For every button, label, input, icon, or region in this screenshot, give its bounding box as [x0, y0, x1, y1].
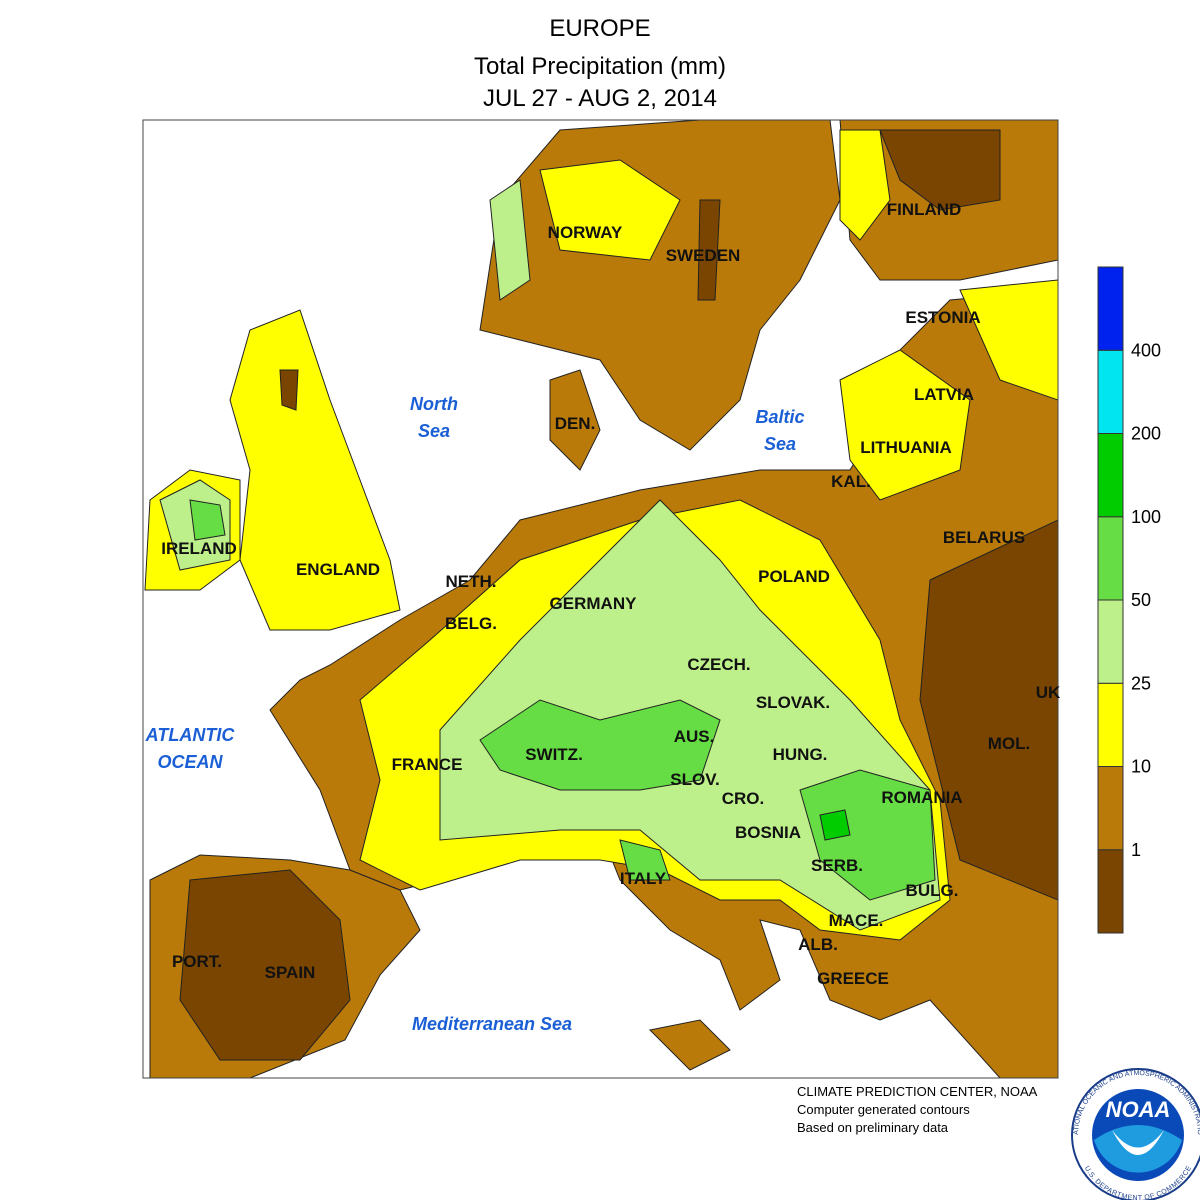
- legend-label: 100: [1131, 507, 1161, 527]
- country-label: MACE.: [829, 911, 884, 930]
- country-label: GREECE: [817, 969, 889, 988]
- labels: NORWAY SWEDEN FINLAND ESTONIA LATVIA LITHUANI…: [145, 200, 1061, 1034]
- sea-label: North: [410, 394, 458, 414]
- map: [143, 120, 1058, 1078]
- country-label: BOSNIA: [735, 823, 801, 842]
- country-label: SERB.: [811, 856, 863, 875]
- country-label: HUNG.: [773, 745, 828, 764]
- country-label: SLOVAK.: [756, 693, 830, 712]
- legend-swatch: [1097, 766, 1124, 851]
- country-label: SWEDEN: [666, 246, 741, 265]
- legend-swatch: [1097, 599, 1124, 684]
- country-label: FRANCE: [392, 755, 463, 774]
- legend-swatch: [1097, 682, 1124, 767]
- sea-label: Sea: [418, 421, 450, 441]
- title-line: Total Precipitation (mm): [474, 53, 726, 80]
- country-label: AUS.: [674, 727, 715, 746]
- sea-label: Baltic: [755, 407, 804, 427]
- country-label: KAL.: [831, 472, 871, 491]
- sea-label: OCEAN: [157, 752, 223, 772]
- country-label: NORWAY: [548, 223, 623, 242]
- country-label: ENGLAND: [296, 560, 380, 579]
- country-label: ROMANIA: [881, 788, 962, 807]
- country-label: ITALY: [620, 869, 667, 888]
- footer-line: Based on preliminary data: [797, 1120, 949, 1135]
- sea-label: Sea: [764, 434, 796, 454]
- legend-label: 25: [1131, 673, 1151, 693]
- legend-label: 10: [1131, 757, 1151, 777]
- country-label: ESTONIA: [905, 308, 980, 327]
- country-label: BELG.: [445, 614, 497, 633]
- country-label: GERMANY: [550, 594, 638, 613]
- legend-swatch: [1097, 349, 1124, 434]
- title-line: EUROPE: [549, 15, 650, 42]
- country-label: BULG.: [906, 881, 959, 900]
- country-label: CZECH.: [687, 655, 750, 674]
- country-label: PORT.: [172, 952, 222, 971]
- legend-label: 1: [1131, 840, 1141, 860]
- country-label: MOL.: [988, 734, 1031, 753]
- legend-label: 50: [1131, 590, 1151, 610]
- title-line: JUL 27 - AUG 2, 2014: [483, 85, 717, 112]
- country-label: SLOV.: [670, 770, 719, 789]
- country-label: LITHUANIA: [860, 438, 952, 457]
- country-label: FINLAND: [887, 200, 962, 219]
- country-label: CRO.: [722, 789, 765, 808]
- legend-label: 400: [1131, 340, 1161, 360]
- country-label: SWITZ.: [525, 745, 583, 764]
- legend: 1 10 25 50 100 200 400: [1097, 266, 1161, 934]
- country-label: LATVIA: [914, 385, 974, 404]
- country-label: POLAND: [758, 567, 830, 586]
- country-label: UK: [1036, 683, 1061, 702]
- footer-line: Computer generated contours: [797, 1102, 970, 1117]
- country-label: SPAIN: [265, 963, 316, 982]
- legend-swatch: [1097, 433, 1124, 518]
- country-label: NETH.: [446, 572, 497, 591]
- country-label: ALB.: [798, 935, 838, 954]
- legend-label: 200: [1131, 424, 1161, 444]
- country-label: BELARUS: [943, 528, 1025, 547]
- map-frame: [142, 119, 1059, 1079]
- legend-swatch: [1097, 516, 1124, 601]
- sea-label: Mediterranean Sea: [412, 1014, 572, 1034]
- legend-swatch: [1097, 849, 1124, 934]
- country-label: IRELAND: [161, 539, 237, 558]
- logo-name: NOAA: [1106, 1097, 1171, 1122]
- country-label: DEN.: [555, 414, 596, 433]
- footer-line: CLIMATE PREDICTION CENTER, NOAA: [797, 1084, 1038, 1099]
- legend-swatch: [1097, 266, 1124, 351]
- sea-label: ATLANTIC: [145, 725, 236, 745]
